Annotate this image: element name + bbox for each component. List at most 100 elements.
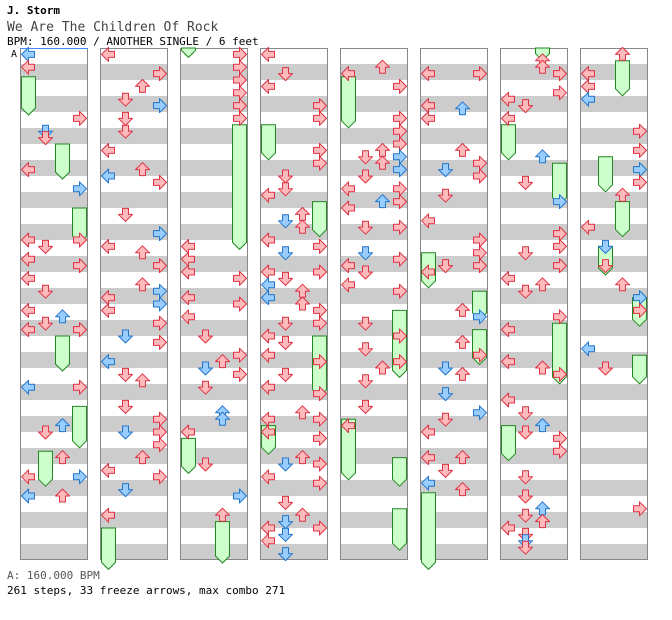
- step-arrow-left: [261, 424, 275, 440]
- step-arrow-down: [438, 163, 453, 178]
- beat-stripe: [100, 224, 168, 240]
- chart-column-5: [340, 48, 408, 560]
- step-arrow-down: [518, 284, 533, 299]
- freeze-arrow-up: [215, 521, 230, 564]
- step-arrow-up: [375, 194, 390, 209]
- step-arrow-right: [633, 174, 647, 190]
- beat-stripe: [420, 544, 488, 560]
- beat-stripe: [500, 480, 568, 496]
- beat-stripe: [260, 320, 328, 336]
- step-arrow-left: [341, 66, 355, 82]
- beat-stripe: [500, 224, 568, 240]
- step-arrow-right: [473, 168, 487, 184]
- beat-stripe: [20, 224, 88, 240]
- step-arrow-right: [73, 469, 87, 485]
- beat-stripe: [260, 544, 328, 560]
- step-arrow-down: [38, 284, 53, 299]
- step-arrow-right: [553, 238, 567, 254]
- step-arrow-down: [118, 111, 133, 126]
- step-arrow-right: [393, 354, 407, 370]
- step-arrow-left: [181, 290, 195, 306]
- step-arrow-left: [261, 78, 275, 94]
- chart-column-3: [180, 46, 248, 564]
- step-arrow-left: [21, 488, 35, 504]
- step-arrow-up: [455, 142, 470, 157]
- step-arrow-up: [295, 296, 310, 311]
- step-arrow-down: [278, 246, 293, 261]
- beat-stripe: [340, 544, 408, 560]
- step-arrow-left: [261, 328, 275, 344]
- beat-stripe: [100, 256, 168, 272]
- beat-stripe: [180, 224, 248, 240]
- beat-stripe: [580, 224, 648, 240]
- step-arrow-up: [375, 59, 390, 74]
- beat-stripe: [340, 512, 408, 528]
- beat-stripe: [500, 96, 568, 112]
- step-arrow-right: [313, 386, 327, 402]
- step-arrow-down: [278, 271, 293, 286]
- beat-stripe: [340, 256, 408, 272]
- step-arrow-right: [313, 110, 327, 126]
- step-arrow-right: [153, 296, 167, 312]
- step-arrow-up: [135, 162, 150, 177]
- beat-stripe: [20, 64, 88, 80]
- beat-stripe: [340, 64, 408, 80]
- beat-stripe: [580, 128, 648, 144]
- step-arrow-right: [393, 219, 407, 235]
- step-arrow-down: [278, 457, 293, 472]
- beat-stripe: [260, 416, 328, 432]
- step-arrow-up: [455, 302, 470, 317]
- step-arrow-left: [341, 418, 355, 434]
- step-arrow-right: [313, 475, 327, 491]
- step-arrow-left: [341, 277, 355, 293]
- step-arrow-down: [278, 316, 293, 331]
- step-arrow-right: [153, 66, 167, 82]
- step-arrow-right: [73, 322, 87, 338]
- beat-stripe: [20, 192, 88, 208]
- bpm-summary: A: 160.000 BPM: [7, 569, 100, 582]
- step-arrow-right: [233, 347, 247, 363]
- column-border: [340, 48, 408, 560]
- step-arrow-down: [278, 527, 293, 542]
- beat-stripe: [420, 480, 488, 496]
- step-arrow-right: [633, 302, 647, 318]
- step-arrow-right: [633, 501, 647, 517]
- step-arrow-up: [535, 277, 550, 292]
- step-arrow-down: [438, 259, 453, 274]
- beat-stripe: [580, 256, 648, 272]
- step-arrow-down: [278, 182, 293, 197]
- beat-stripe: [500, 384, 568, 400]
- step-arrow-right: [153, 437, 167, 453]
- beat-stripe: [20, 512, 88, 528]
- chart-column-1: [20, 46, 88, 560]
- step-arrow-down: [278, 367, 293, 382]
- step-arrow-up: [535, 418, 550, 433]
- beat-stripe: [100, 160, 168, 176]
- step-arrow-left: [501, 354, 515, 370]
- chart-info: BPM: 160.000 / ANOTHER SINGLE / 6 feet: [7, 35, 259, 48]
- beat-stripe: [500, 416, 568, 432]
- beat-stripe: [260, 64, 328, 80]
- step-arrow-left: [101, 142, 115, 158]
- step-arrow-left: [341, 258, 355, 274]
- step-arrow-right: [553, 309, 567, 325]
- step-arrow-down: [278, 495, 293, 510]
- freeze-arrow-left: [21, 76, 36, 116]
- bpm-marker-label: A: [11, 49, 17, 60]
- beat-stripe: [340, 416, 408, 432]
- step-arrow-up: [135, 450, 150, 465]
- step-arrow-left: [261, 290, 275, 306]
- freeze-arrow-right: [72, 405, 87, 449]
- beat-stripe: [20, 416, 88, 432]
- step-arrow-up: [455, 366, 470, 381]
- beat-stripe: [20, 384, 88, 400]
- step-arrow-left: [21, 162, 35, 178]
- beat-stripe: [580, 160, 648, 176]
- beat-stripe: [260, 448, 328, 464]
- beat-stripe: [180, 288, 248, 304]
- step-arrow-left: [261, 379, 275, 395]
- step-arrow-right: [313, 430, 327, 446]
- step-arrow-down: [38, 131, 53, 146]
- step-arrow-left: [341, 200, 355, 216]
- beat-stripe: [20, 544, 88, 560]
